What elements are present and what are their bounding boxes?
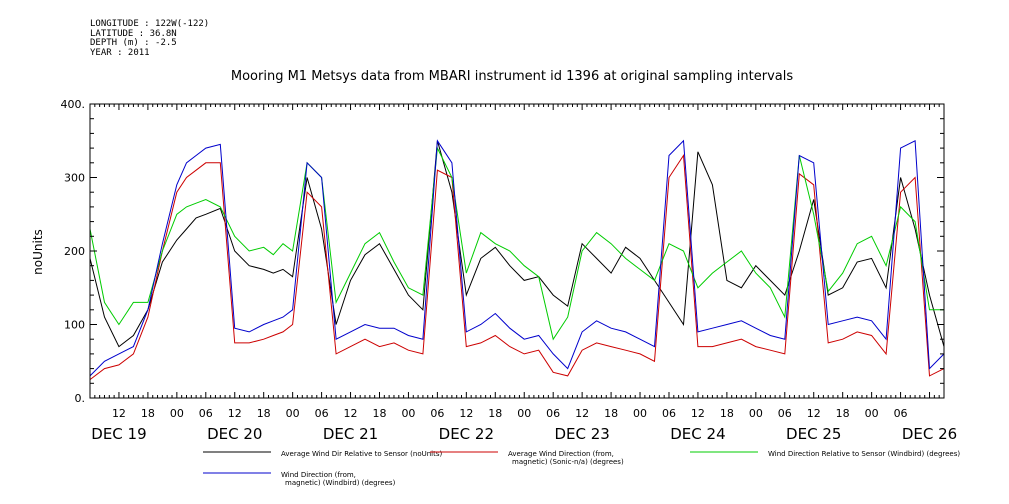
legend-label-2: magnetic) (Sonic-n/a) (degrees)	[512, 458, 624, 466]
legend-label-4: Wind Direction (from,	[281, 471, 356, 479]
x-hour-label: 00	[170, 407, 184, 420]
legend-label-3: Wind Direction Relative to Sensor (Windb…	[768, 450, 960, 458]
x-hour-label: 12	[575, 407, 589, 420]
legend: Average Wind Dir Relative to Sensor (noU…	[203, 450, 960, 487]
x-day-label: DEC 25	[786, 425, 841, 443]
legend-label-1: Average Wind Dir Relative to Sensor (noU…	[281, 450, 442, 458]
series-line-2	[89, 154, 945, 380]
x-hour-label: 06	[430, 407, 444, 420]
x-hour-label: 18	[372, 407, 386, 420]
legend-label-4: magnetic) (Windbird) (degrees)	[285, 479, 396, 487]
plot-area-frame	[89, 103, 945, 399]
plot-series-group	[89, 139, 945, 380]
x-hour-label: 18	[141, 407, 155, 420]
x-hour-label: 00	[749, 407, 763, 420]
x-hour-label: 06	[546, 407, 560, 420]
x-hour-label: 12	[344, 407, 358, 420]
x-day-label: DEC 19	[91, 425, 146, 443]
x-day-label: DEC 20	[207, 425, 262, 443]
x-hour-label: 06	[894, 407, 908, 420]
depth-text: DEPTH (m) : -2.5	[90, 38, 177, 48]
x-hour-label: 12	[228, 407, 242, 420]
y-axis-label: noUnits	[31, 229, 45, 275]
x-hour-label: 18	[488, 407, 502, 420]
x-day-label: DEC 21	[323, 425, 378, 443]
x-hour-label: 06	[778, 407, 792, 420]
series-line-3	[89, 146, 944, 341]
x-hour-label: 00	[286, 407, 300, 420]
x-day-label: DEC 26	[902, 425, 957, 443]
x-hour-label: 12	[459, 407, 473, 420]
location-header: LONGITUDE : 122W(-122) LATITUDE : 36.8N …	[90, 19, 210, 58]
series-line-1	[89, 140, 945, 348]
x-hour-label: 12	[691, 407, 705, 420]
x-hour-label: 06	[662, 407, 676, 420]
longitude-text: LONGITUDE : 122W(-122)	[90, 19, 210, 29]
x-day-label: DEC 24	[670, 425, 725, 443]
y-tick-label: 100	[64, 319, 85, 332]
x-hour-label: 18	[604, 407, 618, 420]
x-day-label: DEC 23	[554, 425, 609, 443]
series-line-4	[89, 139, 945, 377]
x-hour-label: 00	[517, 407, 531, 420]
x-hour-label: 18	[257, 407, 271, 420]
legend-label-2: Average Wind Direction (from,	[508, 450, 614, 458]
x-hour-label: 00	[865, 407, 879, 420]
year-text: YEAR : 2011	[90, 47, 150, 58]
latitude-text: LATITUDE : 36.8N	[90, 28, 177, 39]
x-hour-label: 06	[315, 407, 329, 420]
x-hour-label: 18	[720, 407, 734, 420]
x-hour-label: 12	[807, 407, 821, 420]
axes-group: 0. 100 200 300 400. 12 18 00 06 12 18 00 06 12 18 00 06 1…	[61, 98, 958, 443]
y-tick-label: 400.	[61, 98, 86, 111]
x-hour-label: 18	[836, 407, 850, 420]
x-day-label: DEC 22	[439, 425, 494, 443]
y-tick-label: 0.	[75, 392, 86, 405]
x-hour-label: 06	[199, 407, 213, 420]
x-hour-label: 00	[633, 407, 647, 420]
y-tick-label: 200	[64, 245, 85, 258]
x-hour-label: 00	[401, 407, 415, 420]
x-hour-label: 12	[112, 407, 126, 420]
y-tick-label: 300	[64, 172, 85, 185]
chart-title: Mooring M1 Metsys data from MBARI instru…	[231, 69, 793, 84]
